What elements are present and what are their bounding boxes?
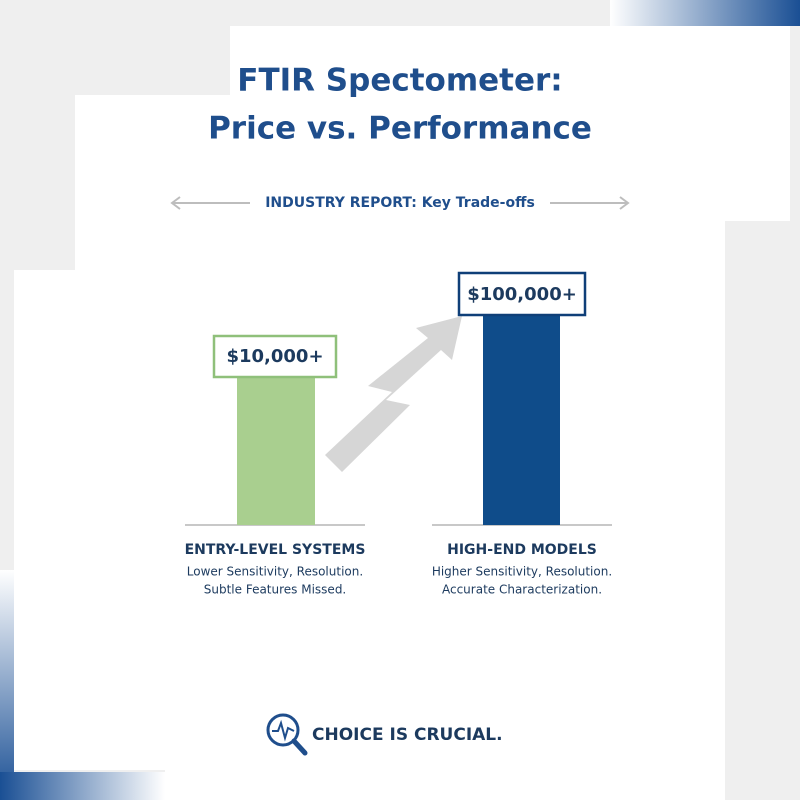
subtitle-rule: [170, 196, 630, 210]
column-text: Lower Sensitivity, Resolution.: [187, 565, 363, 579]
panel: [165, 700, 725, 800]
column-heading: ENTRY-LEVEL SYSTEMS: [185, 542, 366, 558]
edge-accent: [0, 570, 14, 800]
price-box: [212, 334, 338, 379]
column-text: Subtle Features Missed.: [204, 583, 347, 597]
price: $10,000+: [226, 346, 323, 367]
title: FTIR Spectometer:: [237, 63, 562, 99]
bar: [237, 378, 315, 525]
column-text: Accurate Characterization.: [442, 583, 602, 597]
search-icon: [266, 713, 308, 756]
price: $100,000+: [467, 284, 577, 305]
column-text: Higher Sensitivity, Resolution.: [432, 565, 612, 579]
title: Price vs. Performance: [208, 111, 592, 147]
corner-accent: [610, 0, 800, 26]
bar: [483, 316, 560, 525]
footer-text: CHOICE IS CRUCIAL.: [312, 725, 503, 745]
subtitle: INDUSTRY REPORT: Key Trade-offs: [265, 195, 535, 211]
panel: [14, 270, 725, 770]
corner-accent: [0, 772, 165, 800]
trend-arrow: [325, 316, 462, 472]
column-heading: HIGH-END MODELS: [447, 542, 597, 558]
price-box: [457, 271, 587, 317]
